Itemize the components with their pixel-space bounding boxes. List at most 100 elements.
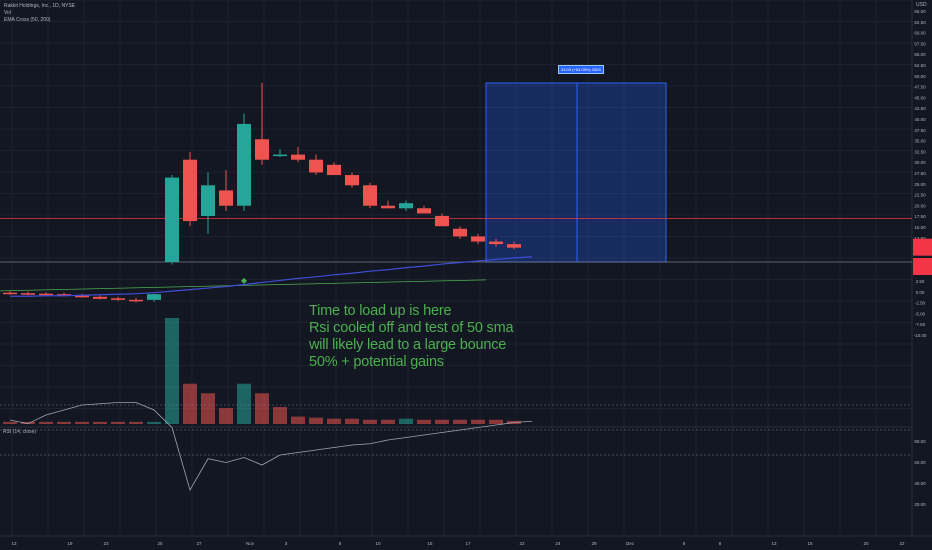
- price-tick-label: 65.00: [914, 9, 926, 14]
- candle-body: [21, 293, 35, 295]
- price-tick-label: 32.50: [914, 149, 926, 154]
- candle-body: [111, 298, 125, 300]
- price-tick-label: 12.50: [914, 236, 926, 241]
- candle-body: [183, 159, 197, 222]
- annotation-text[interactable]: Time to load up is here Rsi cooled off a…: [309, 303, 514, 370]
- candle-body: [327, 164, 341, 176]
- volume-bar: [183, 383, 197, 424]
- x-tick-label: 17: [465, 541, 471, 546]
- volume-bar: [363, 419, 377, 424]
- price-tick-label: 57.50: [914, 41, 926, 46]
- candle-body: [291, 154, 305, 160]
- volume-bar: [489, 419, 503, 424]
- x-tick-label: 24: [555, 541, 561, 546]
- x-tick-label: 15: [427, 541, 433, 546]
- price-tick-label: 0.00: [916, 290, 925, 295]
- x-tick-label: 22: [899, 541, 905, 546]
- x-tick-label: 27: [196, 541, 202, 546]
- volume-bar: [255, 393, 269, 424]
- x-tick-label: 22: [519, 541, 525, 546]
- x-tick-label: 13: [771, 541, 777, 546]
- symbol-title[interactable]: Rakkit Holdings, Inc., 1D, NYSE: [4, 3, 76, 9]
- price-tick-label: -10.00: [914, 333, 927, 338]
- price-tick-label: 25.00: [914, 182, 926, 187]
- candle-body: [39, 293, 53, 296]
- ema-legend[interactable]: EMA Cross (50, 200): [4, 17, 51, 23]
- volume-bar: [345, 418, 359, 424]
- x-tick-label: 20: [863, 541, 869, 546]
- ema-line: [0, 279, 487, 292]
- price-tick-label: 55.00: [914, 52, 926, 57]
- volume-bar: [309, 417, 323, 424]
- x-tick-label: Nov: [246, 541, 255, 546]
- price-tick-label: 17.50: [914, 214, 926, 219]
- volume-bar: [111, 421, 125, 424]
- volume-bar: [57, 421, 71, 424]
- volume-bar: [237, 383, 251, 424]
- candle-body: [309, 159, 323, 173]
- price-tick-label: 27.50: [914, 171, 926, 176]
- x-tick-label: 8: [719, 541, 722, 546]
- price-tick-label: -2.50: [915, 301, 926, 306]
- x-tick-label: 6: [683, 541, 686, 546]
- candle-body: [129, 299, 143, 302]
- volume-bar: [93, 421, 107, 424]
- candle-body: [345, 175, 359, 186]
- price-tick-label: 60.00: [914, 31, 926, 36]
- candle-body: [219, 190, 233, 206]
- volume-bar: [39, 421, 53, 424]
- volume-bar: [435, 419, 449, 424]
- candle-body: [453, 228, 467, 237]
- volume-bar: [75, 421, 89, 424]
- x-tick-label: 29: [591, 541, 597, 546]
- candle-body: [363, 185, 377, 206]
- x-tick-label: Dec: [626, 541, 635, 546]
- price-tick-label: -7.50: [915, 322, 926, 327]
- sma-line: [10, 256, 533, 297]
- candle-body: [57, 294, 71, 296]
- x-tick-label: 10: [375, 541, 381, 546]
- target-box: [485, 82, 667, 263]
- price-tick-label: 62.50: [914, 20, 926, 25]
- candle-body: [435, 215, 449, 227]
- rsi-tick-label: 20.00: [914, 502, 926, 507]
- volume-bar: [327, 418, 341, 424]
- volume-bar: [147, 421, 161, 424]
- candle-body: [471, 236, 485, 242]
- candle-body: [147, 294, 161, 300]
- last-price-badge: [913, 258, 932, 275]
- grid: [0, 0, 913, 536]
- price-tick-label: 42.50: [914, 106, 926, 111]
- price-tick-label: 50.00: [914, 74, 926, 79]
- currency-label: USD: [916, 2, 927, 8]
- price-tick-label: 35.00: [914, 139, 926, 144]
- candle-body: [381, 205, 395, 209]
- rsi-legend[interactable]: RSI (14, close): [3, 429, 37, 435]
- candle-body: [75, 295, 89, 298]
- ema-cross-marker: [241, 277, 247, 284]
- rsi-tick-label: 40.00: [914, 481, 926, 486]
- candle-body: [417, 208, 431, 214]
- volume-bar: [129, 421, 143, 424]
- x-tick-label: 19: [67, 541, 73, 546]
- chart-legend: Rakkit Holdings, Inc., 1D, NYSE Vol EMA …: [4, 3, 75, 24]
- x-tick-label: 13: [11, 541, 17, 546]
- volume-bar: [273, 407, 287, 424]
- target-box-label: 33.03 (+63.05%) 3303: [558, 65, 604, 74]
- volume-legend[interactable]: Vol: [4, 10, 11, 16]
- rsi-tick-label: 60.00: [914, 460, 926, 465]
- last-price-marker: [913, 238, 932, 256]
- volume-bar: [453, 419, 467, 424]
- volume-bar: [417, 419, 431, 424]
- x-tick-label: 25: [157, 541, 163, 546]
- price-tick-label: 15.00: [914, 225, 926, 230]
- volume-bar: [201, 393, 215, 424]
- candle-body: [489, 241, 503, 245]
- candle-body: [201, 185, 215, 216]
- price-tick-label: 45.00: [914, 95, 926, 100]
- x-tick-label: 3: [285, 541, 288, 546]
- price-tick-label: 22.50: [914, 193, 926, 198]
- price-tick-label: -5.00: [915, 311, 926, 316]
